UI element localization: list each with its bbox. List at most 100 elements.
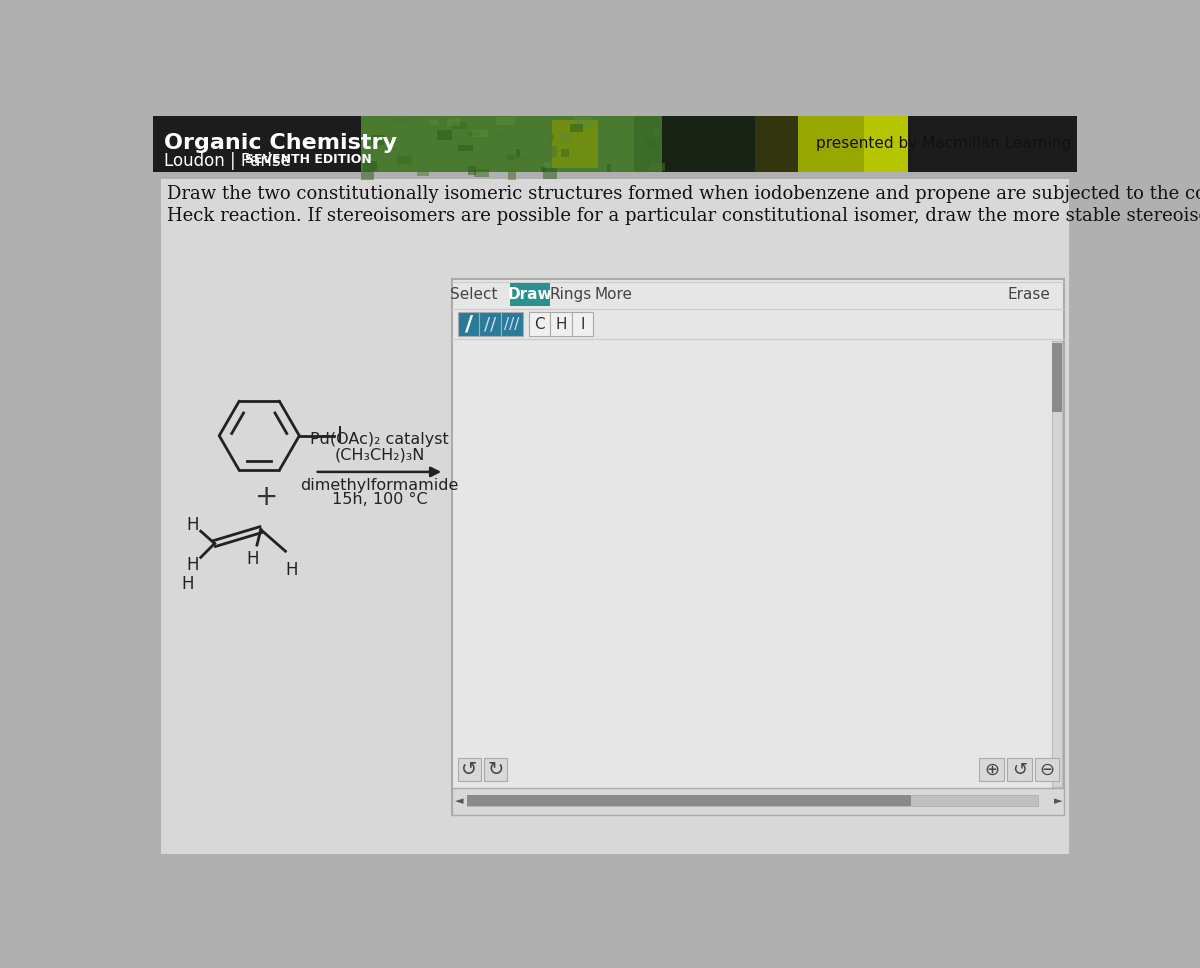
Bar xyxy=(506,155,515,160)
Bar xyxy=(572,312,594,337)
Bar xyxy=(551,312,572,337)
Bar xyxy=(362,162,377,171)
Text: SEVENTH EDITION: SEVENTH EDITION xyxy=(245,153,371,166)
Text: Draw the two constitutionally isomeric structures formed when iodobenzene and pr: Draw the two constitutionally isomeric s… xyxy=(167,186,1200,203)
Bar xyxy=(467,796,1038,806)
Bar xyxy=(551,146,557,157)
Bar xyxy=(366,144,373,154)
Bar xyxy=(574,117,593,128)
Text: H: H xyxy=(187,516,199,534)
Bar xyxy=(430,120,438,125)
Bar xyxy=(361,116,907,171)
Bar xyxy=(438,118,452,123)
Bar xyxy=(410,117,421,124)
Bar xyxy=(437,130,452,139)
Text: ↻: ↻ xyxy=(487,761,504,779)
Bar xyxy=(1051,341,1062,787)
Text: ↺: ↺ xyxy=(461,761,478,779)
Bar xyxy=(451,788,1064,814)
Bar xyxy=(654,129,659,137)
Text: Rings: Rings xyxy=(550,287,593,302)
Bar xyxy=(560,134,572,141)
Bar xyxy=(480,312,502,337)
Text: H: H xyxy=(181,575,194,592)
Text: More: More xyxy=(594,287,632,302)
Bar xyxy=(484,758,508,781)
Bar xyxy=(446,118,460,126)
Text: dimethylformamide: dimethylformamide xyxy=(300,478,458,494)
Text: Heck reaction. If stereoisomers are possible for a particular constitutional iso: Heck reaction. If stereoisomers are poss… xyxy=(167,207,1200,225)
Bar xyxy=(361,171,374,180)
Bar xyxy=(508,170,516,180)
Text: H: H xyxy=(286,560,298,579)
Text: H: H xyxy=(247,550,259,568)
Bar xyxy=(474,168,488,177)
Bar xyxy=(491,133,504,136)
Text: Pd(OAc)₂ catalyst: Pd(OAc)₂ catalyst xyxy=(310,432,449,447)
Bar xyxy=(1052,343,1062,411)
Text: I: I xyxy=(337,426,343,445)
Bar xyxy=(452,122,467,129)
Text: ↺: ↺ xyxy=(1012,761,1027,779)
Text: Draw: Draw xyxy=(508,287,552,302)
Bar xyxy=(451,280,1064,814)
Bar xyxy=(979,758,1004,781)
Text: ►: ► xyxy=(1054,796,1062,805)
Text: H: H xyxy=(556,317,566,332)
Text: 15h, 100 °C: 15h, 100 °C xyxy=(331,492,427,507)
Bar xyxy=(371,163,382,169)
Bar xyxy=(562,149,569,157)
Text: Select: Select xyxy=(450,287,497,302)
Bar xyxy=(541,167,546,172)
Bar xyxy=(545,163,551,169)
Bar xyxy=(607,164,611,171)
Bar xyxy=(548,135,553,140)
Bar xyxy=(570,124,583,132)
Bar xyxy=(361,116,635,171)
Bar xyxy=(650,163,665,171)
Text: /: / xyxy=(464,314,473,334)
Bar xyxy=(544,167,557,179)
Bar xyxy=(755,116,907,171)
Text: H: H xyxy=(187,556,199,574)
Bar xyxy=(798,116,864,171)
Bar xyxy=(502,312,523,337)
Text: Loudon | Parise: Loudon | Parise xyxy=(163,152,290,169)
Text: C: C xyxy=(534,317,545,332)
Bar xyxy=(516,149,520,158)
Text: ///: /// xyxy=(504,317,520,332)
Bar xyxy=(497,117,515,125)
Text: +: + xyxy=(256,483,278,511)
Text: //: // xyxy=(484,315,497,333)
Bar xyxy=(643,138,655,149)
Bar xyxy=(514,155,530,161)
Text: (CH₃CH₂)₃N: (CH₃CH₂)₃N xyxy=(334,447,425,463)
Text: presented by Macmillan Learning: presented by Macmillan Learning xyxy=(816,136,1070,151)
Bar xyxy=(494,122,506,128)
Bar xyxy=(661,116,798,171)
Text: Organic Chemistry: Organic Chemistry xyxy=(163,133,397,153)
Text: Erase: Erase xyxy=(1008,287,1051,302)
Bar xyxy=(529,312,551,337)
Bar xyxy=(397,156,413,164)
Bar xyxy=(1034,758,1060,781)
Bar xyxy=(548,133,554,139)
Bar xyxy=(472,130,488,137)
Bar xyxy=(458,312,480,337)
Bar xyxy=(468,132,480,136)
Bar xyxy=(552,120,599,167)
Bar xyxy=(458,758,481,781)
Bar xyxy=(416,166,430,176)
Bar xyxy=(154,116,1078,171)
Text: ◄: ◄ xyxy=(455,796,463,805)
Bar xyxy=(1007,758,1032,781)
Text: I: I xyxy=(581,317,584,332)
Text: ⊕: ⊕ xyxy=(984,761,1000,779)
Bar xyxy=(458,145,473,151)
Bar xyxy=(510,284,550,306)
Bar xyxy=(371,136,384,144)
Bar xyxy=(467,796,912,806)
Bar xyxy=(468,166,476,175)
Text: ⊖: ⊖ xyxy=(1039,761,1055,779)
Bar xyxy=(394,118,407,124)
